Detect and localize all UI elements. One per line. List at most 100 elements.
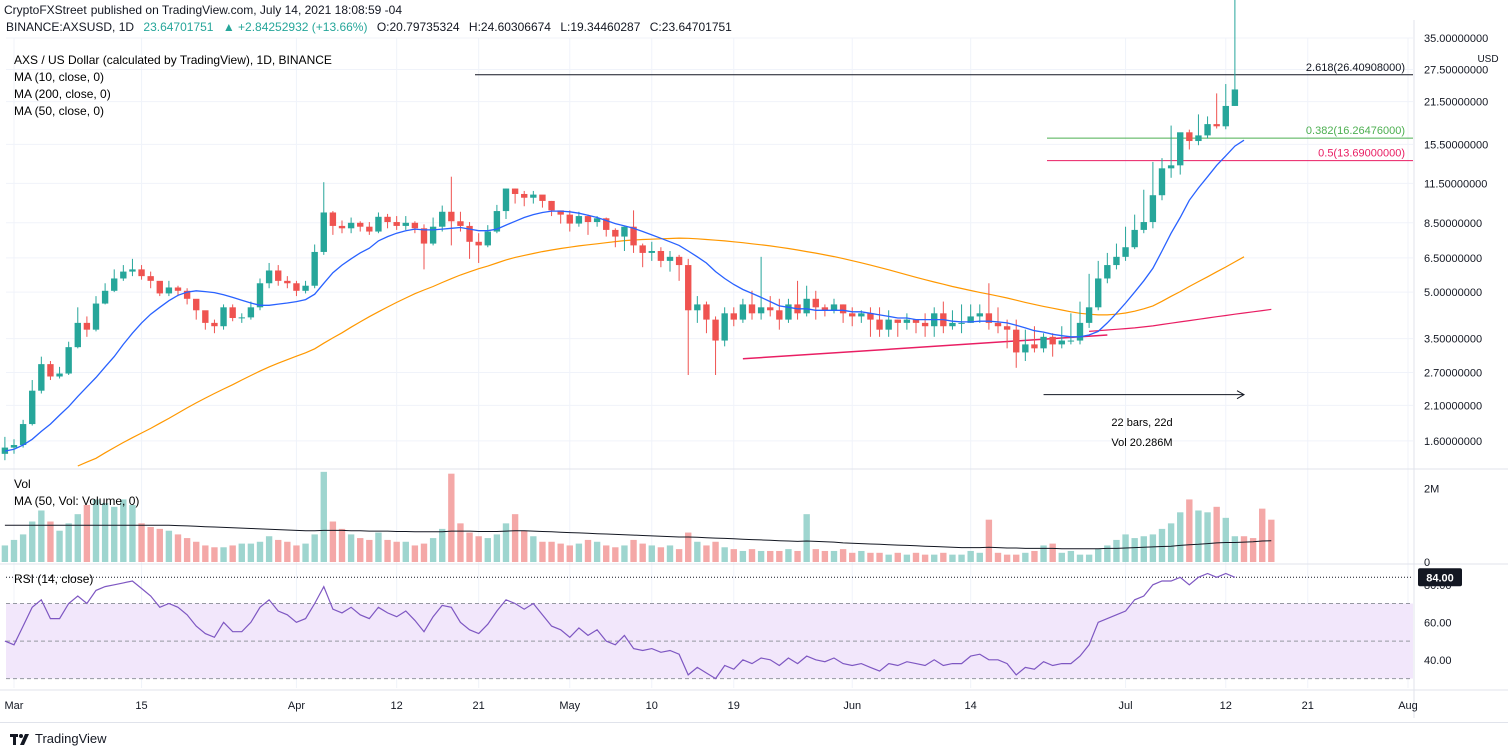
volume-bar <box>1085 554 1093 562</box>
volume-bar <box>858 550 865 562</box>
candle-body <box>1049 336 1056 345</box>
volume-bar <box>202 545 209 562</box>
price-chart[interactable]: 2.618(26.40908000) 0.382(16.26476000) 0.5(… <box>0 0 1508 722</box>
date-axis-tick-label: 12 <box>1220 700 1232 712</box>
volume-bar <box>183 538 191 562</box>
price-axis: 35.00000000 27.50000000 21.50000000 15.5000… <box>1418 33 1499 667</box>
candle-body <box>1213 124 1220 127</box>
candle-body <box>220 307 227 327</box>
price-axis-tick-label: 5.00000000 <box>1424 287 1482 299</box>
price-axis-tick-label: 15.50000000 <box>1424 139 1488 151</box>
volume-bar <box>1222 517 1229 562</box>
candle-body <box>1058 340 1065 345</box>
volume-bar <box>475 536 482 562</box>
last-price: 23.64701751 <box>143 20 213 34</box>
candle-body <box>1140 222 1147 230</box>
volume-bar <box>1149 534 1157 562</box>
candle-body <box>1177 132 1184 166</box>
candle-body <box>448 211 455 222</box>
candle-body <box>694 304 701 311</box>
volume-bar <box>548 541 555 562</box>
volume-bar <box>830 550 838 562</box>
candle-body <box>685 265 692 311</box>
candle-body <box>466 225 473 242</box>
volume-bar <box>985 519 993 562</box>
tradingview-logo[interactable]: TradingView <box>10 731 107 746</box>
candle-body <box>411 222 419 229</box>
volume-bar <box>1195 510 1202 562</box>
candle-body <box>147 276 154 281</box>
volume-bar <box>211 547 218 562</box>
candle-body <box>484 231 491 246</box>
candle-body <box>502 188 510 212</box>
candle-body <box>521 193 528 198</box>
tradingview-logo-icon <box>10 733 29 745</box>
volume-bar <box>375 532 382 562</box>
volume-bar <box>457 523 464 562</box>
candle-body <box>621 226 628 237</box>
volume-bar <box>1140 536 1147 562</box>
volume-bar <box>19 534 27 562</box>
price-legend: BINANCE:AXSUSD, 1D 23.64701751 ▲ +2.8425… <box>6 20 732 118</box>
candle-body <box>712 319 719 341</box>
volume-bar <box>721 547 728 562</box>
candle-body <box>548 200 555 211</box>
candle-body <box>229 307 236 319</box>
fib-level-label: 2.618(26.40908000) <box>1306 62 1405 74</box>
volume-axis-tick-label: 2M <box>1424 483 1439 495</box>
candle-body <box>129 269 136 272</box>
volume-bar <box>767 550 774 562</box>
date-axis-tick-label: Apr <box>288 700 305 712</box>
price-axis-tick-label: 11.50000000 <box>1424 178 1487 190</box>
candle-body <box>19 424 27 446</box>
volume-bar <box>703 545 710 562</box>
candle-body <box>320 212 327 252</box>
candle-body <box>985 313 993 323</box>
date-axis-tick-label: 10 <box>646 700 658 712</box>
volume-bar <box>539 541 546 562</box>
candle-body <box>111 278 118 291</box>
candle-body <box>10 445 18 448</box>
candle-body <box>347 222 355 229</box>
candle-body <box>921 322 929 327</box>
candle-body <box>1003 326 1011 330</box>
volume-bar <box>885 554 892 562</box>
volume-bar <box>284 541 291 562</box>
candle-body <box>876 319 883 330</box>
volume-bar <box>639 543 646 562</box>
volume-bar <box>803 514 810 562</box>
volume-bar <box>1204 512 1211 562</box>
volume-bar <box>675 549 683 562</box>
candle-body <box>1104 265 1111 279</box>
volume-bar <box>812 549 819 562</box>
volume-bar <box>174 534 182 562</box>
volume-ma-line <box>4 524 1272 550</box>
measure-labels: 22 bars, 22d Vol 20.286M <box>1111 417 1172 449</box>
candle-body <box>867 313 874 320</box>
price-axis-tick-label: 6.50000000 <box>1424 253 1482 265</box>
price-axis-tick-label: 21.50000000 <box>1424 97 1488 109</box>
publisher-name[interactable]: CryptoFXStreet <box>4 3 87 17</box>
candle-body <box>721 313 728 341</box>
candle-body <box>776 310 783 320</box>
price-axis-tick-label: 2.70000000 <box>1424 368 1482 380</box>
candle-body <box>603 218 610 230</box>
candle-body <box>47 364 54 377</box>
volume-bar <box>402 541 409 562</box>
candle-body <box>1095 278 1102 308</box>
volume-bar <box>1158 528 1166 562</box>
rsi-axis-tick-label: 40.00 <box>1424 655 1452 667</box>
candle-body <box>949 322 956 327</box>
volume-bar <box>849 552 856 562</box>
volume-bar <box>302 543 309 562</box>
candle-body <box>648 250 655 253</box>
volume-bar <box>1268 519 1275 562</box>
volume-bar <box>111 506 118 562</box>
volume-bar <box>238 543 245 562</box>
volume-bar <box>821 550 829 562</box>
candle-body <box>894 319 901 323</box>
ma10-line <box>4 139 1245 452</box>
candle-body <box>1167 165 1175 169</box>
volume-bar <box>493 534 501 562</box>
volume-bar <box>712 541 719 562</box>
